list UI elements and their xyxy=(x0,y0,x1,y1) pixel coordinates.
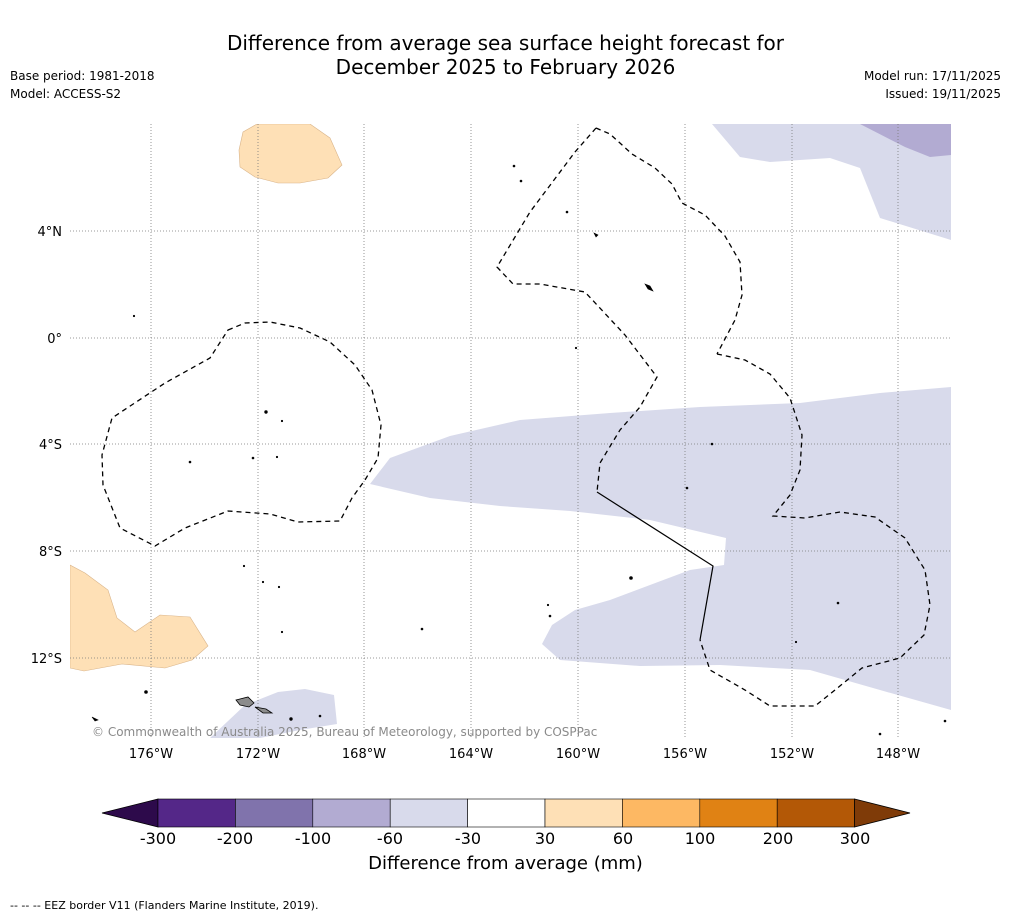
eez-border-solid xyxy=(596,491,714,641)
lon-axis-labels: 176°W 172°W 168°W 164°W 160°W 156°W 152°… xyxy=(129,747,920,762)
eez-footnote: -- -- -- EEZ border V11 (Flanders Marine… xyxy=(10,899,319,912)
colorbar-bin xyxy=(157,798,236,828)
island xyxy=(629,576,633,580)
lat-tick-label: 8°S xyxy=(39,545,62,560)
lon-tick-label: 152°W xyxy=(770,747,814,762)
colorbar-bin xyxy=(467,798,546,828)
island xyxy=(242,564,246,568)
island xyxy=(546,603,550,607)
anomaly-region-negative-strong xyxy=(860,124,951,157)
lon-tick-label: 156°W xyxy=(663,747,707,762)
colorbar-tick-label: -200 xyxy=(217,829,253,848)
island xyxy=(685,486,689,490)
colorbar-tick-label: 30 xyxy=(535,829,555,848)
island xyxy=(878,732,882,736)
island xyxy=(144,690,148,694)
island xyxy=(794,640,798,644)
island xyxy=(420,627,424,631)
colorbar-tick-label: -60 xyxy=(377,829,403,848)
anomaly-region-negative-northeast xyxy=(712,124,951,240)
meta-left: Base period: 1981-2018 Model: ACCESS-S2 xyxy=(10,67,155,103)
title-line-2: December 2025 to February 2026 xyxy=(335,55,676,79)
anomaly-region-negative-southwest xyxy=(210,689,337,738)
island xyxy=(519,179,523,183)
colorbar-tick-label: 100 xyxy=(685,829,716,848)
lat-tick-label: 4°N xyxy=(38,225,63,240)
model-run: Model run: 17/11/2025 xyxy=(863,69,1001,83)
island-samoa xyxy=(254,706,274,714)
island xyxy=(251,456,255,460)
island xyxy=(188,460,192,464)
lon-tick-label: 168°W xyxy=(342,747,386,762)
islands xyxy=(91,164,947,736)
eez-border-north-west xyxy=(496,127,658,493)
issued-date: Issued: 19/11/2025 xyxy=(885,87,1001,101)
lat-axis-labels: 4°N 0° 4°S 8°S 12°S xyxy=(31,225,62,667)
eez-borders xyxy=(101,127,931,707)
graticule xyxy=(70,124,951,738)
island xyxy=(275,455,279,459)
island xyxy=(943,719,947,723)
lon-tick-label: 176°W xyxy=(129,747,173,762)
island xyxy=(261,580,265,584)
lon-tick-label: 164°W xyxy=(449,747,493,762)
island xyxy=(280,419,284,423)
lon-tick-label: 160°W xyxy=(556,747,600,762)
colorbar-tick-label: 200 xyxy=(763,829,794,848)
lat-tick-label: 4°S xyxy=(39,438,62,453)
island xyxy=(289,717,293,721)
colorbar xyxy=(101,798,911,828)
colorbar-label: Difference from average (mm) xyxy=(368,853,643,874)
colorbar-bin xyxy=(312,798,391,828)
meta-right: Model run: 17/11/2025 Issued: 19/11/2025 xyxy=(864,67,1001,103)
island xyxy=(836,601,840,605)
lon-tick-label: 148°W xyxy=(876,747,920,762)
eez-border-east xyxy=(699,353,931,707)
island xyxy=(264,410,268,414)
colorbar-bin xyxy=(776,798,855,828)
lat-tick-label: 12°S xyxy=(31,652,62,667)
island xyxy=(593,232,599,238)
island xyxy=(644,283,654,292)
anomaly-region-positive-north xyxy=(238,124,343,184)
colorbar-tick-label: -30 xyxy=(455,829,481,848)
map-area xyxy=(70,124,951,738)
eez-border-north xyxy=(595,127,743,355)
colorbar-bin xyxy=(699,798,778,828)
map-title: Difference from average sea surface heig… xyxy=(0,31,1011,79)
colorbar-tick-labels: -300 -200 -100 -60 -30 30 60 100 200 300 xyxy=(140,829,870,848)
lat-tick-label: 0° xyxy=(47,332,62,347)
model-name: Model: ACCESS-S2 xyxy=(10,87,122,101)
island xyxy=(91,716,99,722)
island xyxy=(318,714,322,718)
island xyxy=(565,210,569,214)
anomaly-region-negative-equatorial xyxy=(370,387,951,710)
colorbar-tick-label: -300 xyxy=(140,829,176,848)
lon-tick-label: 172°W xyxy=(236,747,280,762)
island xyxy=(277,585,281,589)
colorbar-tick-label: 300 xyxy=(840,829,871,848)
eez-border-west xyxy=(101,321,382,547)
island xyxy=(548,614,552,618)
island xyxy=(710,442,714,446)
colorbar-bin xyxy=(389,798,468,828)
island-samoa xyxy=(235,696,255,708)
anomaly-region-positive-southwest xyxy=(70,564,209,672)
copyright-text: © Commonwealth of Australia 2025, Bureau… xyxy=(92,725,597,739)
colorbar-bin xyxy=(622,798,701,828)
base-period: Base period: 1981-2018 xyxy=(10,69,155,83)
island xyxy=(280,630,284,634)
title-line-1: Difference from average sea surface heig… xyxy=(226,31,785,55)
colorbar-over-arrow xyxy=(854,798,911,828)
colorbar-under-arrow xyxy=(101,798,159,828)
island xyxy=(574,346,578,350)
island xyxy=(512,164,516,168)
colorbar-bin xyxy=(544,798,623,828)
colorbar-bin xyxy=(235,798,314,828)
colorbar-tick-label: 60 xyxy=(613,829,633,848)
colorbar-tick-label: -100 xyxy=(295,829,331,848)
island xyxy=(132,314,136,318)
